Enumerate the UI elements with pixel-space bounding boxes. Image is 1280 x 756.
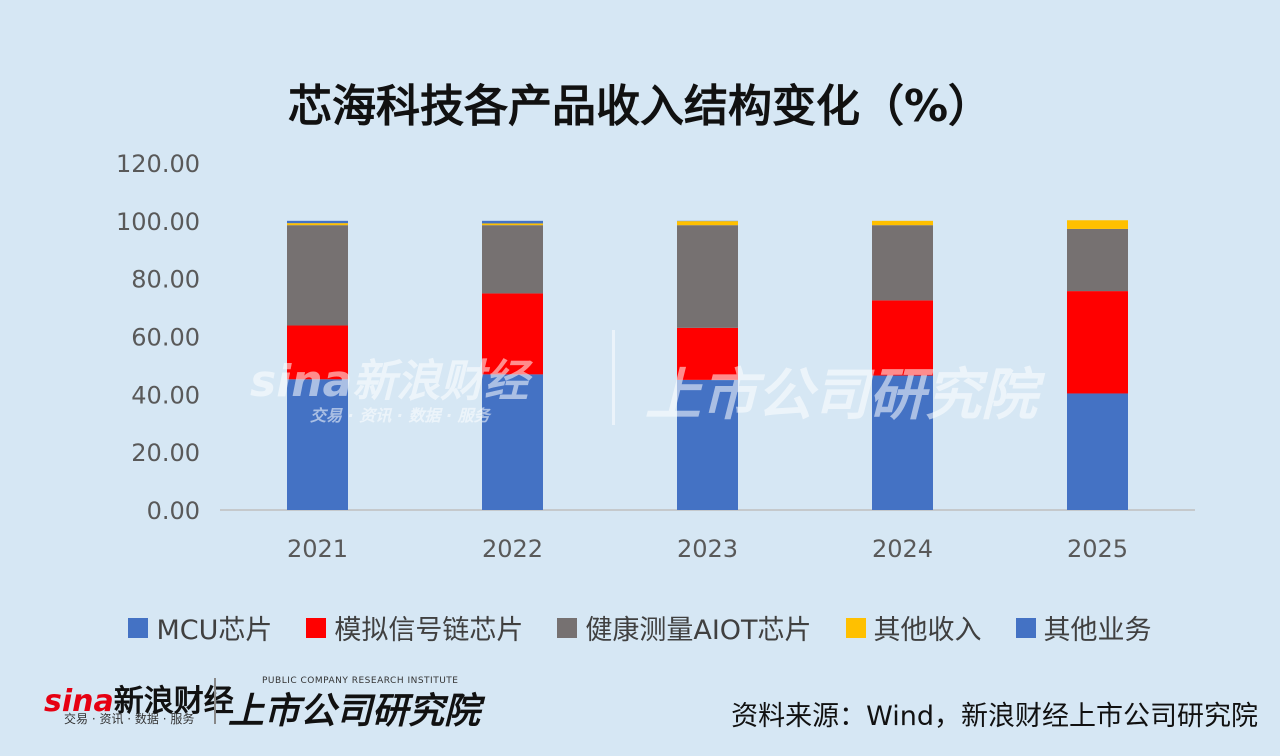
x-tick-label: 2021: [287, 535, 348, 563]
bar-segment-2021-s3: [287, 223, 348, 226]
legend-item-health: 健康测量AIOT芯片: [557, 608, 812, 647]
legend-swatch-health: [557, 617, 578, 638]
legend-label-health: 健康测量AIOT芯片: [585, 615, 812, 646]
legend-label-other-income: 其他收入: [873, 615, 982, 646]
footer-sina-logo-sub: 交易 · 资讯 · 数据 · 服务: [64, 712, 195, 726]
legend-label-other-business: 其他业务: [1043, 615, 1152, 646]
x-tick-label: 2023: [677, 535, 738, 563]
bar-segment-2021-s0: [287, 379, 348, 510]
bar-segment-2022-s4: [482, 220, 543, 224]
chart-legend: MCU芯片 模拟信号链芯片 健康测量AIOT芯片 其他收入 其他业务: [0, 608, 1280, 647]
legend-label-analog: 模拟信号链芯片: [334, 615, 524, 646]
bar-segment-2024-s2: [872, 225, 933, 301]
bar-segment-2023-s1: [677, 327, 738, 380]
bar-segment-2025-s1: [1067, 291, 1128, 394]
watermark-divider: [612, 330, 615, 425]
legend-item-mcu: MCU芯片: [128, 608, 272, 647]
footer-research-logo-sub: PUBLIC COMPANY RESEARCH INSTITUTE: [262, 676, 459, 686]
bar-segment-2021-s1: [287, 325, 348, 380]
chart-title: 芯海科技各产品收入结构变化（%）: [287, 81, 993, 132]
bar-segment-2024-s0: [872, 375, 933, 510]
bar-segment-2025-s3: [1067, 220, 1128, 229]
bar-segment-2022-s1: [482, 293, 543, 375]
bar-segment-2024-s1: [872, 300, 933, 376]
y-tick-label: 60.00: [131, 324, 200, 352]
legend-item-analog: 模拟信号链芯片: [306, 608, 523, 647]
source-note: 资料来源：Wind，新浪财经上市公司研究院: [731, 701, 1258, 732]
legend-item-other-income: 其他收入: [845, 608, 982, 647]
legend-swatch-other-income: [845, 617, 866, 638]
legend-swatch-analog: [306, 617, 327, 638]
bar-segment-2021-s4: [287, 220, 348, 224]
footer-sina-logo-text: 新浪财经: [113, 684, 234, 719]
bar-segment-2022-s0: [482, 374, 543, 510]
bar-segment-2025-s0: [1067, 393, 1128, 510]
x-tick-label: 2024: [872, 535, 933, 563]
bar-segment-2021-s2: [287, 225, 348, 326]
y-tick-label: 100.00: [116, 208, 200, 236]
x-tick-label: 2025: [1067, 535, 1128, 563]
legend-item-other-business: 其他业务: [1015, 608, 1152, 647]
stacked-bar-chart: 0.00 20.00 40.00 60.00 80.00 100.00 120.00 2021…: [116, 150, 1195, 563]
y-tick-label: 20.00: [131, 439, 200, 467]
footer-research-logo: 上市公司研究院: [228, 691, 481, 732]
footer-divider: [214, 678, 216, 724]
y-tick-label: 40.00: [131, 381, 200, 409]
legend-swatch-other-business: [1015, 617, 1036, 638]
y-tick-label: 120.00: [116, 150, 200, 178]
footer-sina-logo: sina新浪财经: [44, 676, 234, 720]
y-tick-label: 80.00: [131, 266, 200, 294]
bar-segment-2025-s2: [1067, 228, 1128, 292]
bar-segment-2024-s3: [872, 220, 933, 226]
legend-swatch-mcu: [128, 617, 149, 638]
footer-sina-logo-prefix: sina: [44, 684, 114, 719]
bar-segment-2023-s3: [677, 221, 738, 226]
bar-segment-2022-s3: [482, 223, 543, 226]
y-tick-label: 0.00: [147, 497, 200, 525]
legend-label-mcu: MCU芯片: [156, 615, 273, 646]
bar-segment-2023-s0: [677, 379, 738, 510]
bar-segment-2022-s2: [482, 225, 543, 294]
bar-segment-2023-s2: [677, 225, 738, 328]
x-tick-label: 2022: [482, 535, 543, 563]
